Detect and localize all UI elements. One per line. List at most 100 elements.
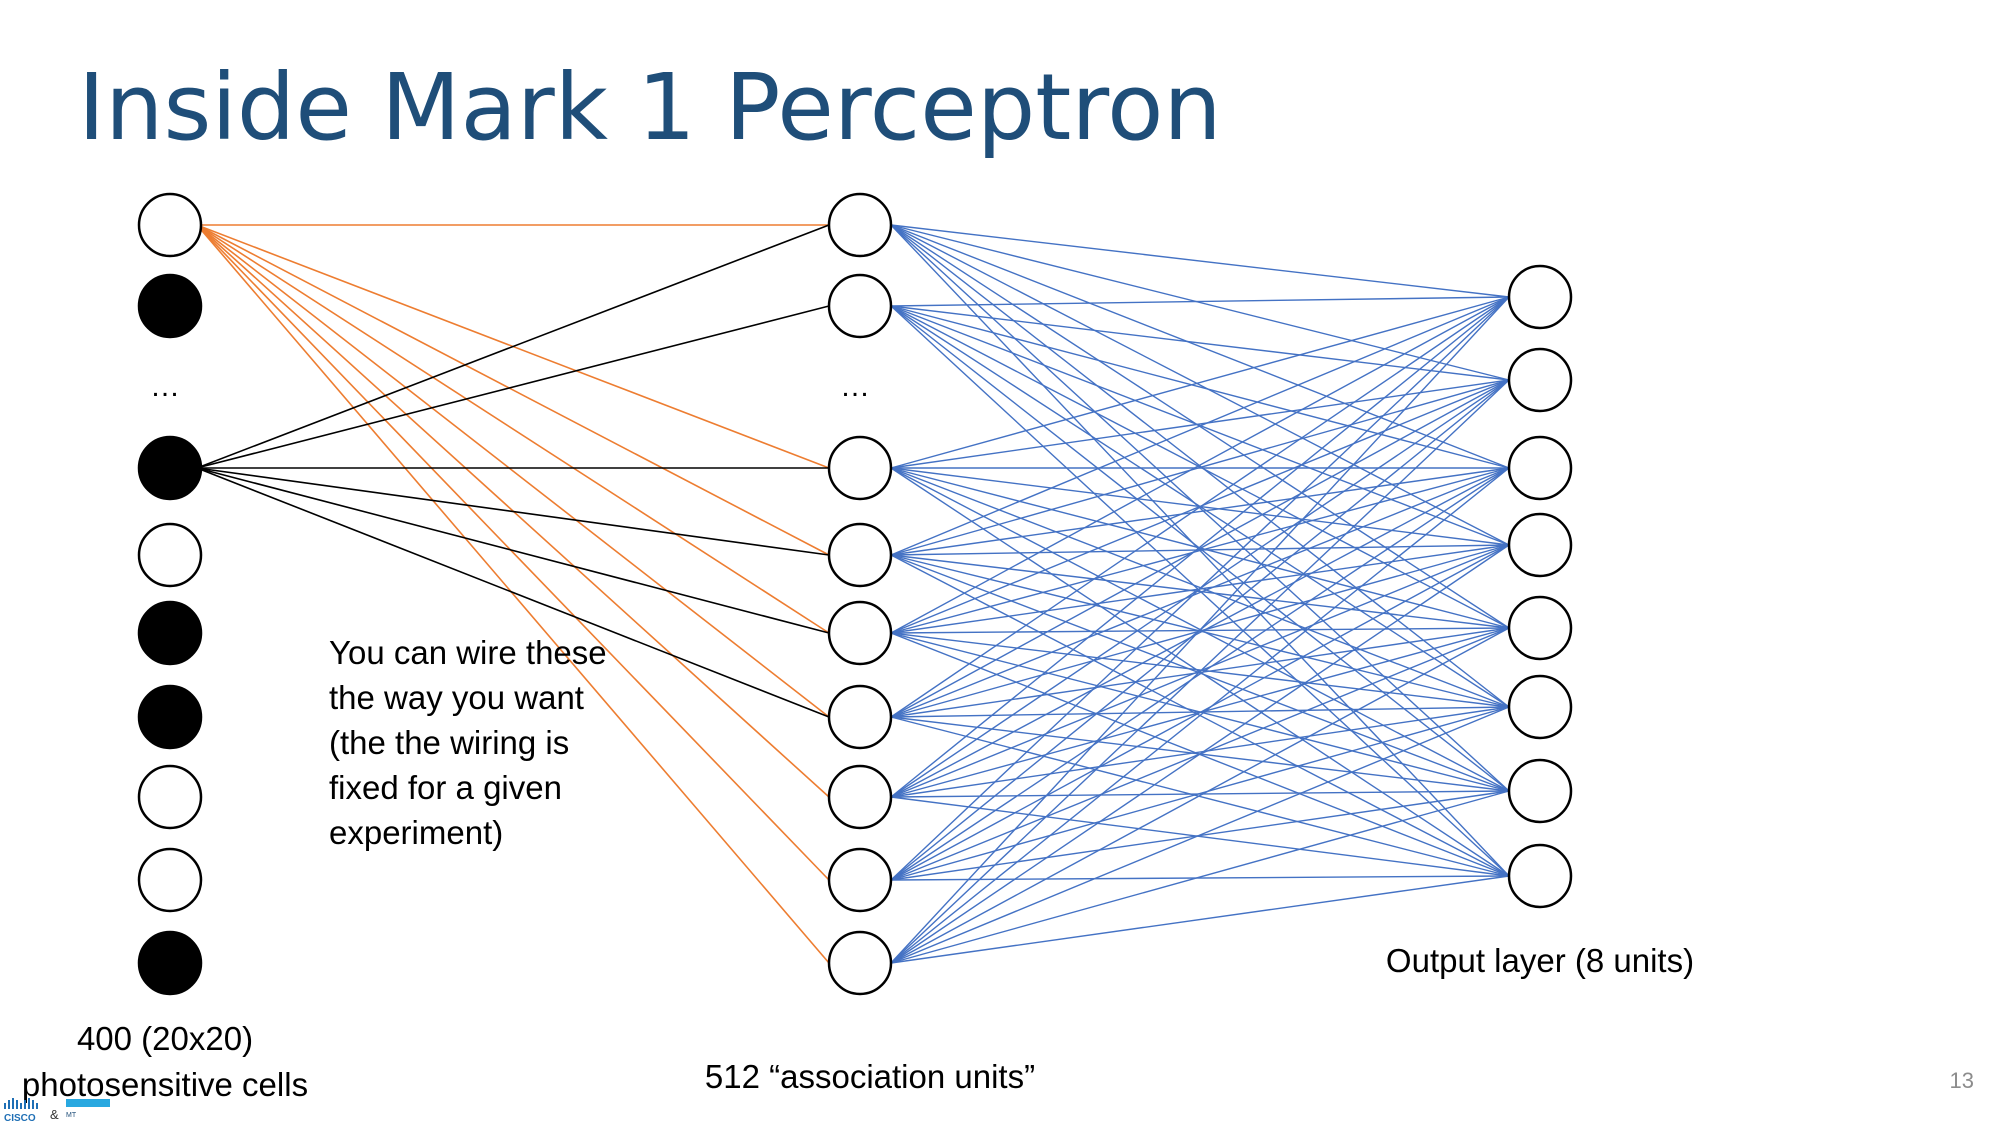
edge-blue: [890, 296, 1510, 881]
edge-blue: [890, 467, 1510, 556]
output-layer-label: Output layer (8 units): [1385, 942, 1695, 979]
edge-blue: [890, 467, 1510, 964]
edge-blue: [890, 467, 1510, 881]
output-unit: [1507, 595, 1573, 661]
association-unit: [827, 847, 893, 913]
edge-blue: [890, 296, 1510, 964]
annotation-line: the way you want: [329, 679, 584, 716]
edge-orange: [196, 224, 830, 881]
edge-blue: [890, 554, 1510, 629]
input-cell-inactive: [137, 192, 203, 258]
edge-black: [196, 467, 830, 718]
input-layer-nodes: [137, 192, 203, 996]
annotation-line: (the the wiring is: [329, 724, 570, 761]
association-ellipsis: …: [840, 370, 870, 403]
edge-blue: [890, 544, 1510, 881]
input-cell-inactive: [137, 522, 203, 588]
association-unit: [827, 522, 893, 588]
edge-blue: [890, 544, 1510, 964]
input-cell-active: [137, 930, 203, 996]
edge-black: [196, 467, 830, 634]
edge-black: [196, 467, 830, 556]
edge-blue: [890, 296, 1510, 556]
input-cell-active: [137, 435, 203, 501]
output-unit: [1507, 264, 1573, 330]
edge-blue: [890, 224, 1510, 546]
input-label-line-2: photosensitive cells: [21, 1066, 309, 1103]
edge-blue: [890, 627, 1510, 964]
annotation-line: fixed for a given: [329, 769, 562, 806]
edge-blue: [890, 305, 1510, 381]
output-unit: [1507, 347, 1573, 413]
edge-blue: [890, 224, 1510, 298]
edge-blue: [890, 296, 1510, 469]
edge-blue: [890, 224, 1510, 708]
output-unit: [1507, 435, 1573, 501]
association-unit: [827, 930, 893, 996]
association-unit: [827, 684, 893, 750]
association-unit: [827, 435, 893, 501]
edge-blue: [890, 467, 1510, 798]
edge-blue: [890, 627, 1510, 718]
input-ellipsis: …: [150, 370, 180, 403]
association-layer-label: 512 “association units”: [704, 1058, 1036, 1095]
edge-blue: [890, 706, 1510, 964]
edge-blue: [890, 467, 1510, 718]
output-unit: [1507, 512, 1573, 578]
annotation-line: You can wire these: [329, 634, 607, 671]
input-layer-label: 400 (20x20) photosensitive cells: [0, 1016, 330, 1108]
edge-blue: [890, 224, 1510, 469]
edge-blue: [890, 875, 1510, 964]
cisco-mt-logo: CISCO & MT: [4, 1098, 110, 1123]
edge-blue: [890, 224, 1510, 792]
edges-input-middle-to-association: [196, 224, 830, 718]
association-unit: [827, 764, 893, 830]
edge-orange: [196, 224, 830, 718]
edge-blue: [890, 875, 1510, 881]
annotation-line: experiment): [329, 814, 504, 851]
edge-orange: [196, 224, 830, 634]
edge-orange: [196, 224, 830, 964]
edge-blue: [890, 716, 1510, 877]
input-cell-active: [137, 684, 203, 750]
svg-text:CISCO: CISCO: [4, 1113, 36, 1123]
edge-blue: [890, 296, 1510, 798]
edge-blue: [890, 305, 1510, 469]
svg-text:&: &: [50, 1107, 59, 1122]
association-unit: [827, 273, 893, 339]
edge-blue: [890, 706, 1510, 798]
slide-title: Inside Mark 1 Perceptron: [78, 54, 1222, 161]
edge-blue: [890, 796, 1510, 877]
edge-blue: [890, 224, 1510, 381]
edge-blue: [890, 790, 1510, 964]
edges-association-to-output: [890, 224, 1510, 964]
input-cell-active: [137, 600, 203, 666]
edge-blue: [890, 632, 1510, 708]
wiring-annotation: You can wire these the way you want (the…: [329, 630, 659, 855]
edge-black: [196, 305, 830, 469]
output-unit: [1507, 758, 1573, 824]
edge-blue: [890, 296, 1510, 634]
input-cell-inactive: [137, 764, 203, 830]
edge-blue: [890, 296, 1510, 307]
association-unit: [827, 600, 893, 666]
output-unit: [1507, 843, 1573, 909]
input-cell-inactive: [137, 847, 203, 913]
edge-blue: [890, 467, 1510, 708]
edge-blue: [890, 379, 1510, 964]
edge-blue: [890, 379, 1510, 718]
input-cell-active: [137, 273, 203, 339]
output-unit: [1507, 674, 1573, 740]
svg-text:MT: MT: [66, 1112, 77, 1119]
page-number: 13: [1949, 1068, 1974, 1093]
edge-blue: [890, 296, 1510, 718]
edge-blue: [890, 467, 1510, 634]
edge-black: [196, 224, 830, 469]
output-layer-nodes: [1507, 264, 1573, 909]
association-layer-nodes: [827, 192, 893, 996]
input-label-line-1: 400 (20x20): [76, 1020, 254, 1057]
edge-orange: [196, 224, 830, 556]
association-unit: [827, 192, 893, 258]
